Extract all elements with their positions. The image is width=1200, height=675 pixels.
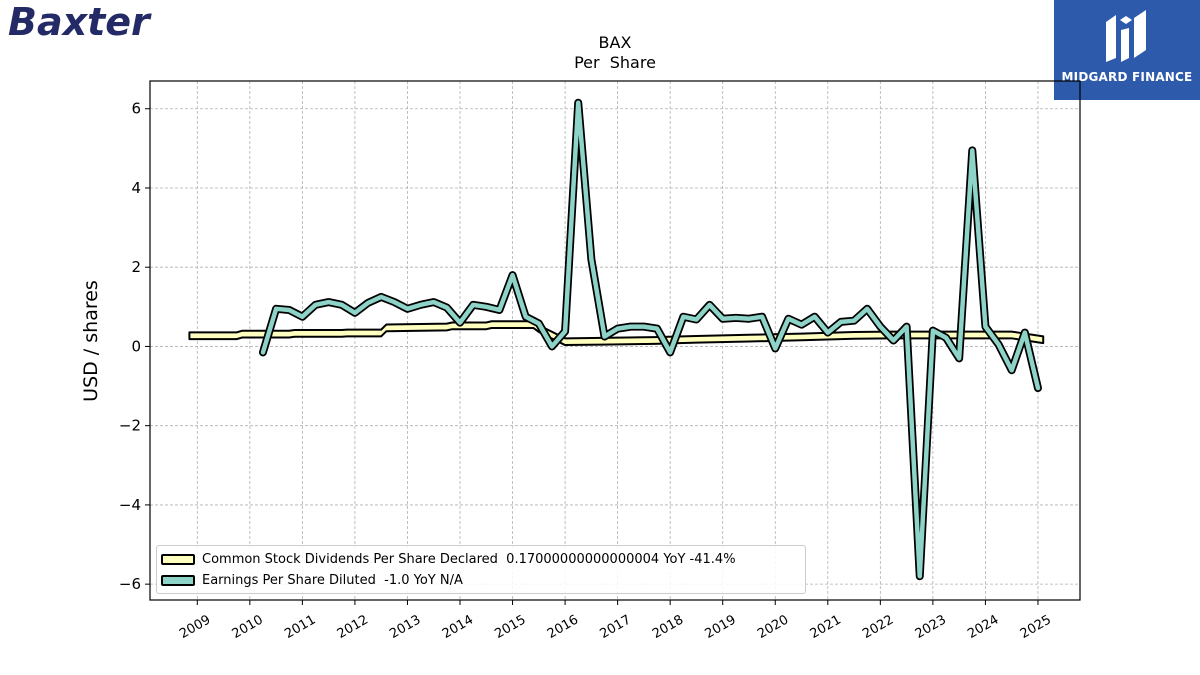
x-tick-label: 2022 bbox=[860, 612, 896, 642]
y-tick-label: −2 bbox=[119, 417, 141, 435]
x-tick-label: 2009 bbox=[177, 612, 213, 642]
x-tick-label: 2016 bbox=[545, 612, 581, 642]
legend: Common Stock Dividends Per Share Declare… bbox=[156, 545, 806, 594]
x-tick-label: 2024 bbox=[965, 612, 1001, 642]
y-tick-label: 0 bbox=[131, 337, 141, 355]
x-tick-label: 2011 bbox=[282, 612, 318, 642]
x-tick-label: 2013 bbox=[387, 612, 423, 642]
x-tick-label: 2025 bbox=[1018, 612, 1054, 642]
y-tick-label: −6 bbox=[119, 575, 141, 593]
x-tick-label: 2018 bbox=[650, 612, 686, 642]
x-tick-label: 2020 bbox=[755, 612, 791, 642]
chart-title: BAX bbox=[599, 33, 632, 52]
publisher-logo-icon bbox=[1106, 10, 1146, 62]
chart-subtitle: Per Share bbox=[574, 53, 656, 72]
grid bbox=[150, 81, 1080, 600]
publisher-badge: MIDGARD FINANCE bbox=[1054, 0, 1200, 100]
publisher-name: MIDGARD FINANCE bbox=[1061, 70, 1193, 84]
brand-name: Baxter bbox=[8, 0, 152, 44]
x-tick-label: 2023 bbox=[913, 612, 949, 642]
plot-area bbox=[188, 98, 1045, 581]
x-tick-label: 2015 bbox=[492, 612, 528, 642]
legend-label-eps: Earnings Per Share Diluted -1.0 YoY N/A bbox=[202, 572, 463, 588]
x-tick-label: 2012 bbox=[335, 612, 371, 642]
brand-logo: Baxter bbox=[8, 0, 152, 44]
y-tick-label: 4 bbox=[131, 179, 141, 197]
legend-label-dividends: Common Stock Dividends Per Share Declare… bbox=[202, 551, 736, 567]
series-line-eps bbox=[260, 100, 1041, 579]
y-tick-label: 2 bbox=[131, 258, 141, 276]
y-axis-label: USD / shares bbox=[80, 280, 102, 402]
x-tick-label: 2021 bbox=[808, 612, 844, 642]
series-line-dividends bbox=[188, 320, 1045, 347]
plot-frame bbox=[149, 80, 1081, 601]
x-tick-label: 2019 bbox=[703, 612, 739, 642]
legend-swatch-eps bbox=[161, 574, 195, 586]
x-tick-label: 2010 bbox=[230, 612, 266, 642]
x-tick-label: 2017 bbox=[597, 612, 633, 642]
x-tick-label: 2014 bbox=[440, 612, 476, 642]
legend-swatch-dividends bbox=[161, 553, 195, 565]
legend-item-eps: Earnings Per Share Diluted -1.0 YoY N/A bbox=[161, 570, 463, 590]
y-tick-label: 6 bbox=[131, 100, 141, 118]
legend-item-dividends: Common Stock Dividends Per Share Declare… bbox=[161, 549, 736, 569]
y-tick-label: −4 bbox=[119, 496, 141, 514]
